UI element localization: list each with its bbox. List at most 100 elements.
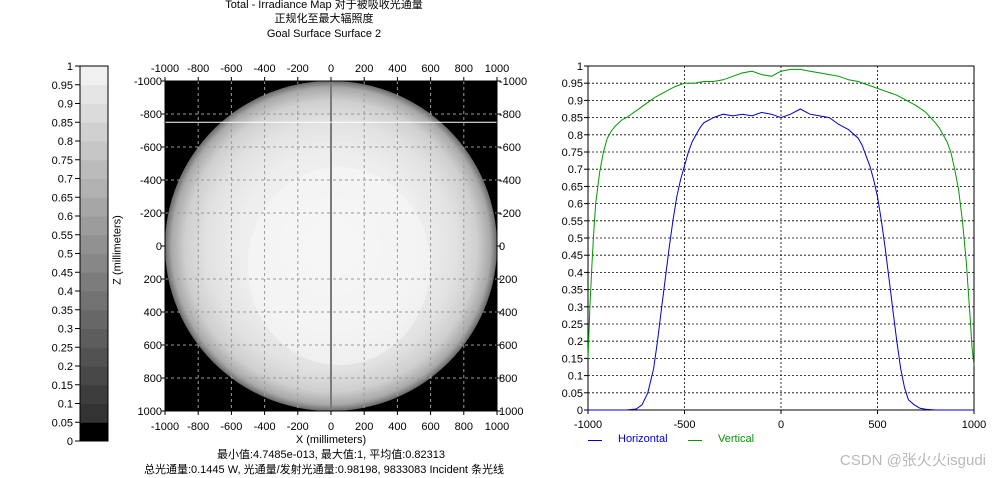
colorbar-tick-label: 0.85 — [52, 117, 73, 129]
x-tick-label-bottom: -200 — [287, 421, 309, 433]
x-tick-label-top: -1000 — [151, 63, 179, 75]
y-tick-label: 0.25 — [562, 319, 583, 331]
colorbar-tick-label: 0.3 — [58, 324, 73, 336]
y-tick-label-left: -600 — [140, 142, 162, 154]
colorbar-band — [80, 84, 108, 104]
legend-horizontal-label: Horizontal — [618, 433, 668, 445]
y-tick-label: 0.35 — [562, 285, 583, 297]
y-tick-label: 0.6 — [568, 199, 583, 211]
y-tick-label: 0.45 — [562, 250, 583, 262]
y-axis-label: Z (millimeters) — [111, 215, 124, 285]
y-tick-label-right: -800 — [499, 109, 521, 121]
series-line-horizontal — [588, 108, 974, 411]
chart-subtitle: 正规化至最大辐照度 — [274, 13, 374, 25]
y-tick-label-left: 400 — [144, 307, 162, 319]
colorbar-band — [80, 272, 108, 292]
y-tick-label: 0.75 — [562, 147, 583, 159]
colorbar-band — [80, 384, 108, 404]
y-tick-label-right: 0 — [499, 241, 505, 253]
y-tick-label-right: 200 — [499, 274, 517, 286]
x-tick-label: -1000 — [574, 419, 602, 431]
x-tick-label-top: -600 — [220, 63, 242, 75]
colorbar-band — [80, 347, 108, 367]
colorbar-band — [80, 216, 108, 236]
colorbar-tick-label: 1 — [67, 61, 73, 73]
y-tick-label-left: -1000 — [134, 76, 162, 88]
flux-line: 总光通量:0.1445 W, 光通量/发射光通量:0.98198, 983308… — [143, 464, 505, 476]
profile-frame — [587, 65, 975, 411]
colorbar-band — [80, 291, 108, 311]
legend-vertical-label: Vertical — [718, 433, 755, 445]
y-tick-label: 0.95 — [562, 78, 583, 90]
colorbar-tick-label: 0.8 — [58, 136, 73, 148]
watermark: CSDN @张火火isgudi — [839, 452, 986, 469]
y-tick-label-left: 600 — [144, 340, 162, 352]
x-tick-label: 1000 — [962, 419, 986, 431]
x-tick-label-top: -400 — [254, 63, 276, 75]
y-tick-label: 0.8 — [568, 130, 583, 142]
colorbar-band — [80, 309, 108, 329]
y-tick-label-left: -400 — [140, 175, 162, 187]
colorbar-tick-label: 0 — [67, 436, 73, 448]
y-tick-label: 1 — [577, 61, 583, 73]
y-tick-label: 0.55 — [562, 216, 583, 228]
y-tick-label-right: -400 — [499, 175, 521, 187]
x-tick-label-top: 200 — [355, 63, 373, 75]
x-tick-label: -500 — [673, 419, 695, 431]
y-tick-label-right: 800 — [499, 373, 517, 385]
colorbar-tick-label: 0.55 — [52, 230, 73, 242]
colorbar-tick-label: 0.2 — [58, 361, 73, 373]
y-tick-label-left: -200 — [140, 208, 162, 220]
x-axis-label: X (millimeters) — [295, 434, 367, 446]
colorbar-tick-label: 0.5 — [58, 249, 73, 261]
colorbar-tick-label: 0.9 — [58, 99, 73, 111]
y-tick-label-right: -1000 — [499, 76, 527, 88]
colorbar-band — [80, 422, 108, 442]
colorbar-band — [80, 103, 108, 123]
colorbar-band — [80, 366, 108, 386]
surface-name: Goal Surface Surface 2 — [266, 28, 382, 40]
y-tick-label-right: 400 — [499, 307, 517, 319]
colorbar-band — [80, 159, 108, 179]
x-tick-label-bottom: 600 — [421, 421, 439, 433]
colorbar-band — [80, 328, 108, 348]
x-tick-label-bottom: 400 — [388, 421, 406, 433]
y-tick-label-left: 800 — [144, 373, 162, 385]
x-tick-label: 500 — [868, 419, 886, 431]
profile-chart: 0 0.05 0.1 0.15 0.2 0.25 0.3 0.35 0.4 0.45 0.5 0.55… — [562, 61, 987, 431]
colorbar-tick-label: 0.25 — [52, 342, 73, 354]
y-tick-label: 0.3 — [568, 302, 583, 314]
y-tick-label: 0.15 — [562, 353, 583, 365]
y-tick-label-left: 0 — [156, 241, 162, 253]
x-tick-label-top: -800 — [187, 63, 209, 75]
colorbar-tick-label: 0.1 — [58, 399, 73, 411]
x-tick-label-bottom: -600 — [220, 421, 242, 433]
y-tick-label-left: 1000 — [138, 406, 162, 418]
x-tick-label-bottom: -800 — [187, 421, 209, 433]
y-tick-label-right: -200 — [499, 208, 521, 220]
x-tick-label-bottom: -1000 — [151, 421, 179, 433]
colorbar: 0 0.05 0.1 0.15 0.2 0.25 0.3 0.35 0.4 0.45 0.5 0.55… — [52, 61, 109, 448]
y-tick-label: 0.85 — [562, 113, 583, 125]
y-tick-label: 0.2 — [568, 336, 583, 348]
y-tick-label-right: 1000 — [499, 406, 523, 418]
x-tick-label-top: -200 — [287, 63, 309, 75]
y-tick-label-right: -600 — [499, 142, 521, 154]
colorbar-tick-label: 0.95 — [52, 80, 73, 92]
colorbar-tick-label: 0.75 — [52, 155, 73, 167]
colorbar-band — [80, 141, 108, 161]
colorbar-band — [80, 122, 108, 142]
colorbar-band — [80, 253, 108, 273]
colorbar-tick-label: 0.65 — [52, 192, 73, 204]
x-tick-label-top: 1000 — [485, 63, 509, 75]
x-tick-label-bottom: 0 — [328, 421, 334, 433]
colorbar-tick-label: 0.4 — [58, 286, 73, 298]
y-tick-label: 0.4 — [568, 267, 583, 279]
colorbar-tick-label: 0.35 — [52, 305, 73, 317]
x-tick-label-top: 400 — [388, 63, 406, 75]
stats-line: 最小值:4.7485e-013, 最大值:1, 平均值:0.82313 — [216, 449, 446, 461]
x-tick-label-bottom: 1000 — [485, 421, 509, 433]
y-tick-label: 0.05 — [562, 388, 583, 400]
legend-vertical-swatch — [688, 440, 702, 441]
